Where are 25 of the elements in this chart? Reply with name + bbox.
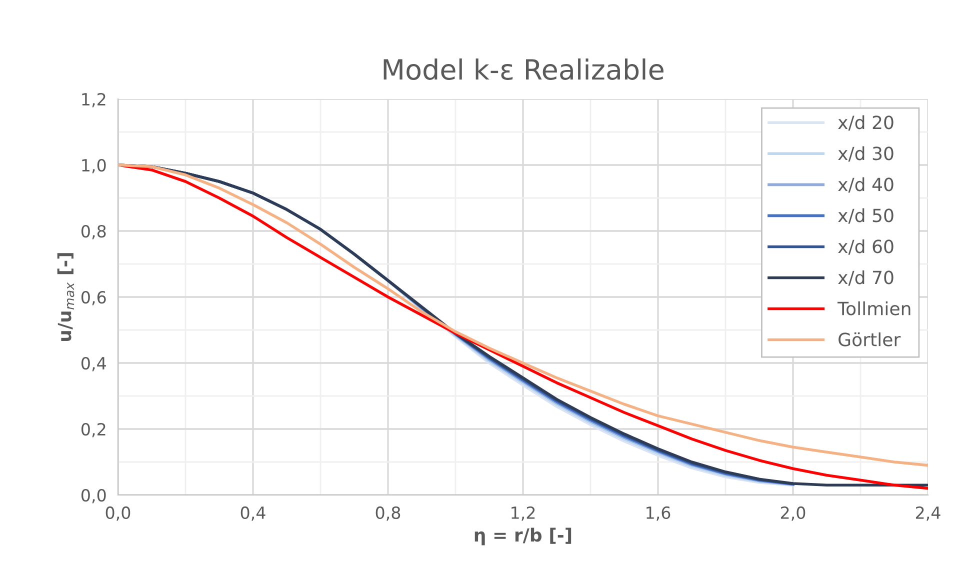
legend-label: x/d 70 — [838, 270, 894, 286]
legend-label: Görtler — [838, 332, 901, 346]
y-tick-label: 0,0 — [81, 488, 106, 504]
y-tick-label: 0,2 — [81, 422, 106, 438]
x-tick-label: 0,8 — [376, 506, 400, 521]
legend-label: Tollmien — [838, 301, 910, 316]
legend-label: x/d 50 — [838, 208, 894, 224]
legend-label: x/d 20 — [838, 115, 894, 131]
legend-label: x/d 30 — [838, 146, 894, 162]
x-tick-label: 2,4 — [916, 506, 940, 521]
x-tick-label: 1,6 — [646, 506, 670, 521]
chart-title: Model k-ε Realizable — [384, 58, 664, 80]
y-tick-label: 0,8 — [81, 224, 106, 240]
x-tick-label: 0,0 — [106, 506, 130, 521]
x-tick-label: 0,4 — [240, 506, 266, 521]
y-tick-label: 0,6 — [81, 290, 106, 306]
y-tick-label: 1,0 — [82, 158, 106, 174]
x-tick-label: 1,2 — [512, 506, 535, 521]
y-tick-label: 1,2 — [82, 92, 106, 108]
x-tick-label: 2,0 — [780, 506, 806, 521]
y-axis-title: u/u$_{max}$ [-] — [57, 253, 74, 341]
legend-label: x/d 40 — [838, 177, 894, 193]
legend-label: x/d 60 — [838, 239, 894, 255]
x-axis-title: η = r/b [-] — [474, 528, 572, 546]
y-tick-label: 0,4 — [81, 356, 106, 372]
